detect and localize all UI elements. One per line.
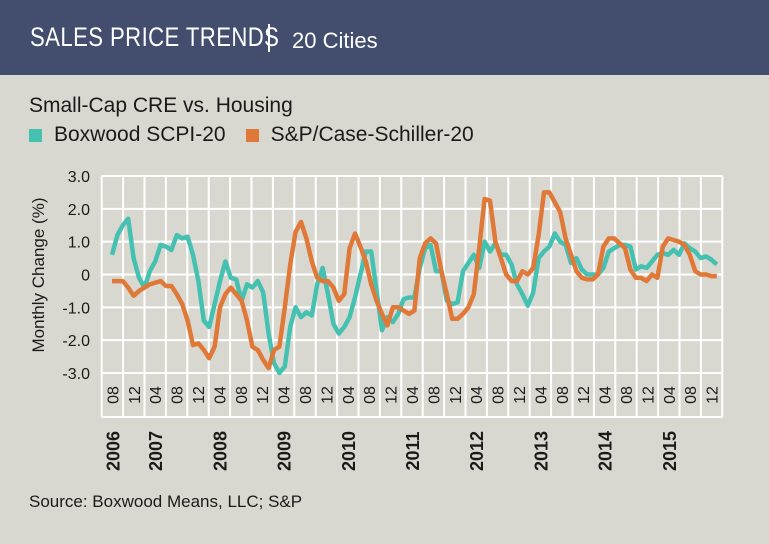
legend-item-case-schiller: S&P/Case-Schiller-20 bbox=[245, 123, 474, 147]
month-tick-label: 08 bbox=[105, 386, 122, 404]
y-tick-label: -3.0 bbox=[62, 366, 90, 383]
legend: Boxwood SCPI-20 S&P/Case-Schiller-20 bbox=[29, 123, 494, 147]
month-tick-label: 12 bbox=[512, 386, 529, 404]
month-tick-label: 08 bbox=[619, 386, 636, 404]
y-tick-label: 1.0 bbox=[68, 235, 90, 252]
legend-swatch-boxwood bbox=[29, 128, 42, 142]
month-tick-label: 04 bbox=[598, 386, 615, 404]
month-tick-label: 04 bbox=[662, 386, 679, 404]
y-tick-label: 3.0 bbox=[68, 169, 90, 186]
source-note: Source: Boxwood Means, LLC; S&P bbox=[29, 492, 303, 511]
chart-title: Small-Cap CRE vs. Housing bbox=[29, 94, 293, 117]
legend-item-boxwood: Boxwood SCPI-20 bbox=[29, 123, 226, 147]
month-tick-label: 04 bbox=[469, 386, 486, 404]
header-divider bbox=[268, 24, 270, 52]
year-label: 2008 bbox=[210, 431, 230, 471]
month-tick-label: 12 bbox=[640, 386, 657, 404]
series-line-case-schiller bbox=[112, 190, 717, 371]
y-tick-label: -2.0 bbox=[62, 333, 90, 350]
header-bar: SALES PRICE TRENDS 20 Cities bbox=[0, 0, 769, 75]
month-tick-label: 08 bbox=[683, 386, 700, 404]
y-tick-label: -1.0 bbox=[62, 300, 90, 317]
month-tick-label: 12 bbox=[127, 386, 144, 404]
month-tick-label: 08 bbox=[555, 386, 572, 404]
y-tick-label: 0 bbox=[81, 268, 90, 285]
year-label: 2006 bbox=[103, 431, 123, 471]
month-tick-label: 04 bbox=[533, 386, 550, 404]
year-label: 2012 bbox=[467, 431, 487, 471]
month-tick-label: 08 bbox=[362, 386, 379, 404]
month-tick-label: 12 bbox=[191, 386, 208, 404]
legend-label-case-schiller: S&P/Case-Schiller-20 bbox=[270, 123, 474, 146]
month-tick-label: 12 bbox=[705, 386, 722, 404]
month-tick-label: 12 bbox=[384, 386, 401, 404]
month-tick-label: 04 bbox=[212, 386, 229, 404]
y-axis-title: Monthly Change (%) bbox=[29, 198, 48, 353]
month-tick-label: 08 bbox=[491, 386, 508, 404]
year-label: 2014 bbox=[596, 431, 616, 471]
month-tick-label: 04 bbox=[148, 386, 165, 404]
year-label: 2009 bbox=[275, 431, 295, 471]
year-label: 2011 bbox=[403, 431, 423, 470]
month-tick-label: 08 bbox=[170, 386, 187, 404]
month-tick-label: 12 bbox=[319, 386, 336, 404]
header-title: SALES PRICE TRENDS bbox=[30, 22, 280, 52]
month-tick-label: 12 bbox=[255, 386, 272, 404]
month-tick-label: 12 bbox=[448, 386, 465, 404]
y-tick-label: 2.0 bbox=[68, 202, 90, 219]
month-tick-label: 08 bbox=[426, 386, 443, 404]
year-label: 2007 bbox=[146, 431, 166, 471]
year-label: 2013 bbox=[531, 431, 551, 471]
month-tick-label: 04 bbox=[277, 386, 294, 404]
legend-label-boxwood: Boxwood SCPI-20 bbox=[54, 123, 226, 146]
month-tick-label: 08 bbox=[234, 386, 251, 404]
header-subtitle: 20 Cities bbox=[292, 28, 378, 53]
month-tick-label: 08 bbox=[298, 386, 315, 404]
month-tick-label: 04 bbox=[405, 386, 422, 404]
year-label: 2015 bbox=[660, 431, 680, 471]
month-tick-label: 12 bbox=[576, 386, 593, 404]
month-tick-label: 04 bbox=[341, 386, 358, 404]
legend-swatch-case-schiller bbox=[245, 128, 259, 142]
year-label: 2010 bbox=[339, 431, 359, 471]
